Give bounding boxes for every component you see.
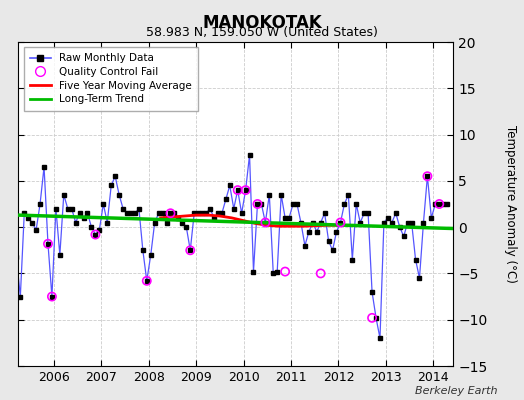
Text: 58.983 N, 159.050 W (United States): 58.983 N, 159.050 W (United States) (146, 26, 378, 39)
Point (143, 278, 151, 284)
Point (4, 216, 13, 223)
Text: Berkeley Earth: Berkeley Earth (416, 386, 498, 396)
Point (91, 231, 100, 238)
Point (253, 201, 261, 207)
Legend: Raw Monthly Data, Quality Control Fail, Five Year Moving Average, Long-Term Tren: Raw Monthly Data, Quality Control Fail, … (24, 47, 198, 111)
Point (48, 293, 56, 300)
Y-axis label: Temperature Anomaly (°C): Temperature Anomaly (°C) (504, 125, 517, 283)
Point (368, 315, 376, 321)
Text: MANOKOTAK: MANOKOTAK (202, 14, 322, 32)
Point (316, 270, 325, 277)
Point (186, 247, 194, 254)
Point (336, 219, 345, 226)
Point (166, 210, 174, 216)
Point (281, 268, 289, 275)
Point (44, 241, 52, 247)
Point (242, 187, 250, 193)
Point (435, 201, 443, 207)
Point (234, 187, 242, 193)
Point (423, 173, 432, 180)
Point (261, 219, 269, 226)
